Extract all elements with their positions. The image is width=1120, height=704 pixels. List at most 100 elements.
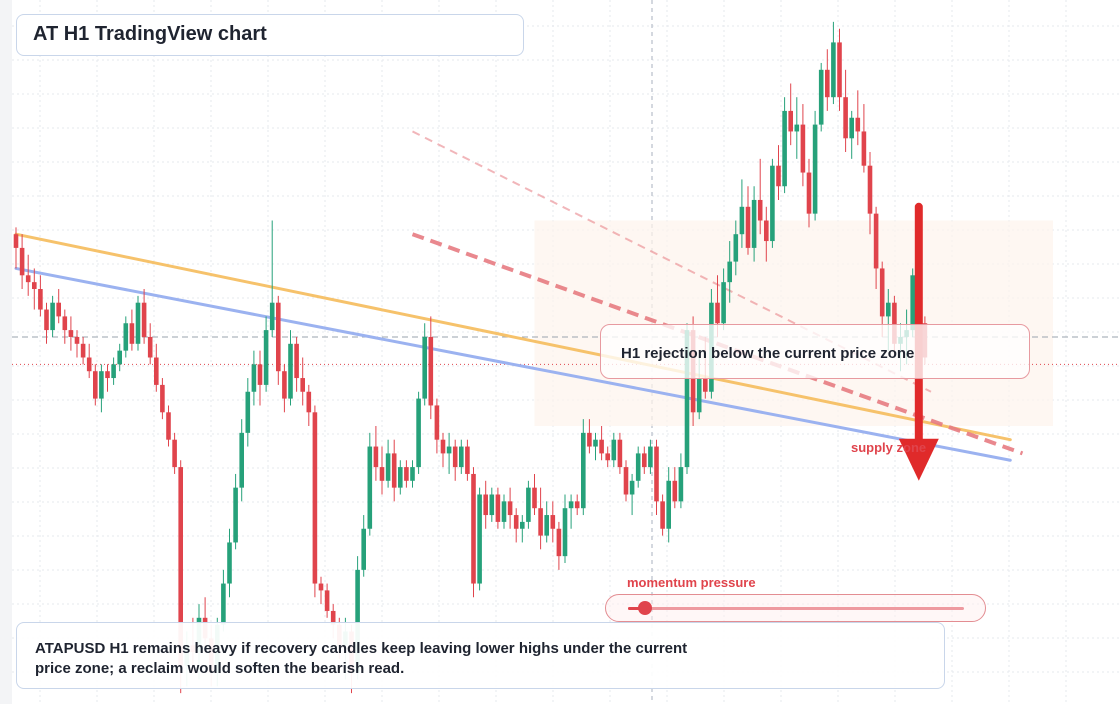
candle-bullish xyxy=(416,398,421,468)
supply-zone-label: supply zone xyxy=(851,440,927,455)
candle-bullish xyxy=(233,487,238,543)
candle-bearish xyxy=(80,343,86,358)
candle-bearish xyxy=(538,508,543,536)
candle-bearish xyxy=(105,371,110,379)
candle-bearish xyxy=(373,446,379,468)
candle-bearish xyxy=(300,378,305,392)
candle-bullish xyxy=(696,378,702,413)
candle-bearish xyxy=(483,494,488,516)
momentum-gauge xyxy=(605,594,986,622)
analysis-note-text: ATAPUSD H1 remains heavy if recovery can… xyxy=(35,640,688,677)
candle-bullish xyxy=(721,282,726,324)
ema-fast-line xyxy=(14,232,1012,442)
candle-bullish xyxy=(422,336,427,399)
candle-bearish xyxy=(867,165,873,214)
candle-bearish xyxy=(428,336,434,406)
candle-bullish xyxy=(684,330,690,468)
candle-bullish xyxy=(678,467,684,502)
candle-bearish xyxy=(873,213,879,269)
candle-bullish xyxy=(849,117,854,139)
candle-bullish xyxy=(581,432,586,509)
candle-bullish xyxy=(727,261,732,283)
candle-bearish xyxy=(837,42,842,98)
candle-bearish xyxy=(379,467,385,481)
momentum-marker xyxy=(637,601,652,615)
left-axis-strip xyxy=(0,0,12,704)
candle-bullish xyxy=(123,323,129,351)
candle-bullish xyxy=(117,350,122,365)
candle-bearish xyxy=(654,446,659,502)
candle-bearish xyxy=(276,302,281,372)
candle-bullish xyxy=(99,371,104,399)
candle-bearish xyxy=(32,282,37,289)
candle-bearish xyxy=(452,446,458,468)
candle-bullish xyxy=(831,42,836,98)
candle-bearish xyxy=(507,501,513,516)
candle-bearish xyxy=(44,309,49,331)
candle-bullish xyxy=(227,542,232,584)
candle-bearish xyxy=(282,371,287,399)
candle-bullish xyxy=(562,508,568,557)
candle-bearish xyxy=(806,172,812,214)
candle-bullish xyxy=(910,275,915,331)
candle-bearish xyxy=(861,131,867,166)
candle-bearish xyxy=(703,378,708,392)
momentum-label: momentum pressure xyxy=(627,575,756,590)
candle-bearish xyxy=(129,323,135,344)
candle-bullish xyxy=(221,583,226,625)
candle-bearish xyxy=(74,336,80,344)
candle-bearish xyxy=(318,583,324,591)
candle-bullish xyxy=(446,446,452,454)
candle-bearish xyxy=(330,610,336,625)
candle-bearish xyxy=(800,124,806,173)
candle-bullish xyxy=(398,467,403,488)
candle-bearish xyxy=(25,275,31,283)
candle-bullish xyxy=(245,391,251,433)
candle-bearish xyxy=(404,467,409,481)
candle-bullish xyxy=(568,501,574,509)
candle-bullish xyxy=(50,302,55,331)
candle-bearish xyxy=(599,439,604,454)
candle-bearish xyxy=(672,480,678,502)
candle-bearish xyxy=(892,302,897,344)
candle-bearish xyxy=(574,501,580,509)
candle-bearish xyxy=(434,405,440,440)
candle-bearish xyxy=(776,165,781,187)
momentum-fill xyxy=(628,607,645,610)
candle-bearish xyxy=(605,453,610,461)
candle-bullish xyxy=(239,432,244,488)
candle-bearish xyxy=(660,501,665,529)
candle-bearish xyxy=(471,473,476,584)
candle-bullish xyxy=(367,446,373,529)
candle-bearish xyxy=(324,590,330,611)
candle-bullish xyxy=(361,528,366,570)
candle-bullish xyxy=(385,453,391,481)
candle-bearish xyxy=(465,446,470,474)
candle-bullish xyxy=(611,439,617,461)
candle-bearish xyxy=(166,412,171,440)
candle-bearish xyxy=(13,234,19,248)
candle-bearish xyxy=(93,371,98,399)
candle-bullish xyxy=(459,446,464,468)
candle-bearish xyxy=(556,528,562,557)
candle-bullish xyxy=(751,199,757,248)
candle-bearish xyxy=(764,220,769,242)
candle-bullish xyxy=(477,494,482,584)
candle-bearish xyxy=(19,247,25,276)
candle-bearish xyxy=(642,453,647,468)
candle-bearish xyxy=(745,206,751,248)
candle-bearish xyxy=(312,412,318,584)
candle-bullish xyxy=(782,110,787,187)
candle-bullish xyxy=(251,364,257,392)
candle-bullish xyxy=(410,467,415,481)
candle-bearish xyxy=(513,515,519,529)
candle-bearish xyxy=(843,97,848,139)
candle-bearish xyxy=(160,384,165,413)
candle-bearish xyxy=(306,391,312,413)
candle-bullish xyxy=(812,124,818,214)
candle-bullish xyxy=(501,501,507,522)
candle-bullish xyxy=(886,302,891,317)
candle-bullish xyxy=(593,439,598,447)
candle-bearish xyxy=(587,432,592,447)
candle-bearish xyxy=(56,302,61,317)
